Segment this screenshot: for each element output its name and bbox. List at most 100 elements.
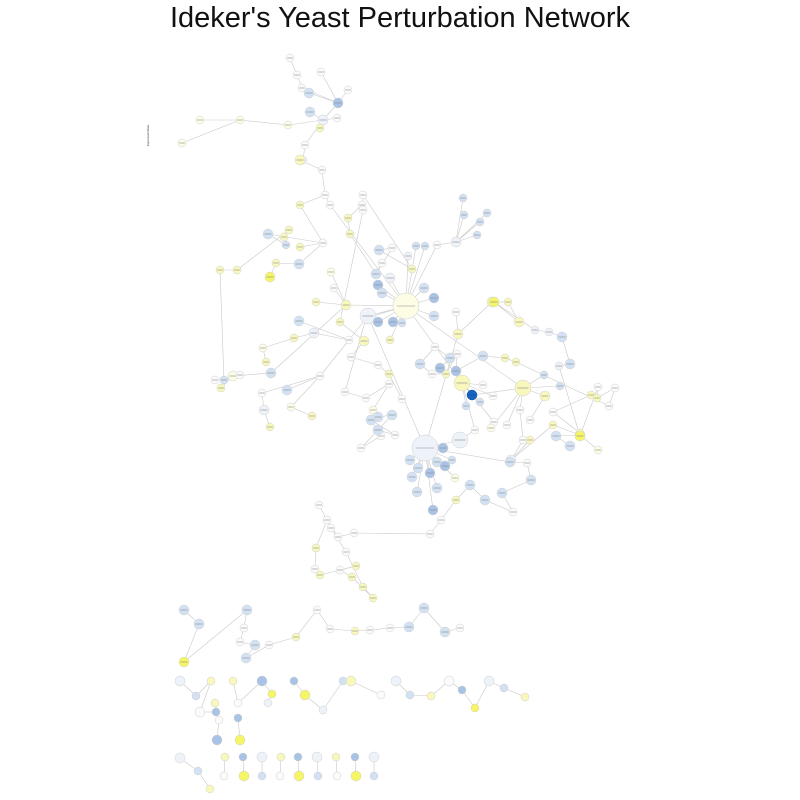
- network-node[interactable]: [475, 217, 485, 227]
- network-node[interactable]: [370, 268, 382, 280]
- network-node[interactable]: [281, 240, 291, 250]
- network-node[interactable]: [520, 692, 530, 702]
- network-node[interactable]: [444, 352, 456, 364]
- network-node[interactable]: [351, 561, 361, 571]
- network-node[interactable]: [267, 689, 277, 699]
- network-node[interactable]: [257, 388, 267, 398]
- network-node[interactable]: [358, 582, 368, 592]
- network-node[interactable]: [411, 434, 439, 462]
- network-node[interactable]: [556, 331, 568, 343]
- network-node[interactable]: [361, 393, 371, 403]
- network-node[interactable]: [174, 752, 186, 764]
- network-node[interactable]: [318, 238, 328, 248]
- network-node[interactable]: [235, 637, 245, 647]
- network-node[interactable]: [178, 604, 190, 616]
- network-node[interactable]: [426, 691, 436, 701]
- network-node[interactable]: [261, 357, 271, 367]
- network-node[interactable]: [295, 242, 305, 252]
- network-node[interactable]: [194, 706, 206, 718]
- network-node[interactable]: [293, 752, 303, 762]
- network-node[interactable]: [513, 316, 525, 328]
- network-node[interactable]: [390, 430, 400, 440]
- network-node[interactable]: [235, 115, 245, 125]
- network-node[interactable]: [418, 602, 430, 614]
- network-node[interactable]: [276, 752, 286, 762]
- network-node[interactable]: [548, 407, 558, 417]
- network-node[interactable]: [326, 523, 336, 533]
- network-node[interactable]: [315, 371, 325, 381]
- network-node[interactable]: [211, 707, 221, 717]
- network-node[interactable]: [377, 258, 387, 268]
- network-node[interactable]: [193, 766, 203, 776]
- network-node[interactable]: [412, 462, 424, 474]
- network-node[interactable]: [477, 350, 489, 362]
- network-node[interactable]: [451, 307, 461, 317]
- network-node[interactable]: [332, 113, 342, 123]
- network-node[interactable]: [486, 423, 496, 433]
- network-node[interactable]: [177, 138, 187, 148]
- network-node[interactable]: [425, 529, 435, 539]
- network-node[interactable]: [297, 83, 307, 93]
- network-node[interactable]: [434, 362, 446, 374]
- network-node[interactable]: [238, 752, 248, 762]
- network-node[interactable]: [315, 570, 325, 580]
- network-node[interactable]: [550, 430, 562, 442]
- network-node[interactable]: [525, 474, 537, 486]
- network-node[interactable]: [515, 405, 525, 415]
- network-node[interactable]: [239, 623, 249, 633]
- network-node[interactable]: [359, 307, 377, 325]
- network-node[interactable]: [291, 632, 301, 642]
- network-node[interactable]: [293, 258, 305, 270]
- network-node[interactable]: [457, 685, 467, 695]
- network-node[interactable]: [522, 458, 532, 468]
- network-node[interactable]: [432, 240, 442, 250]
- network-node[interactable]: [387, 243, 397, 253]
- network-node[interactable]: [271, 258, 281, 268]
- network-node[interactable]: [311, 751, 323, 763]
- network-node[interactable]: [397, 394, 407, 404]
- network-node[interactable]: [411, 486, 423, 498]
- network-node[interactable]: [514, 379, 532, 397]
- network-node[interactable]: [219, 375, 229, 385]
- network-node[interactable]: [346, 352, 356, 362]
- network-node[interactable]: [403, 251, 413, 261]
- network-node[interactable]: [205, 784, 215, 794]
- network-node[interactable]: [289, 333, 299, 343]
- network-node[interactable]: [214, 715, 224, 725]
- network-node[interactable]: [496, 487, 508, 499]
- network-node[interactable]: [285, 53, 295, 63]
- network-node[interactable]: [234, 734, 246, 746]
- network-node[interactable]: [257, 771, 267, 781]
- network-node[interactable]: [332, 771, 342, 781]
- network-node[interactable]: [472, 230, 482, 240]
- network-node[interactable]: [332, 97, 344, 109]
- network-node[interactable]: [459, 210, 469, 220]
- network-node[interactable]: [216, 383, 226, 393]
- network-node[interactable]: [451, 495, 461, 505]
- network-node[interactable]: [308, 327, 320, 339]
- network-node[interactable]: [256, 751, 268, 763]
- network-node[interactable]: [368, 405, 378, 415]
- network-node[interactable]: [345, 675, 357, 687]
- network-node[interactable]: [390, 675, 402, 687]
- network-node[interactable]: [397, 318, 407, 328]
- network-node[interactable]: [387, 316, 399, 328]
- network-node[interactable]: [555, 381, 565, 391]
- network-node[interactable]: [310, 564, 320, 574]
- network-node[interactable]: [311, 297, 321, 307]
- network-node[interactable]: [392, 292, 420, 320]
- network-node[interactable]: [450, 473, 460, 483]
- network-node[interactable]: [311, 543, 321, 553]
- network-node[interactable]: [341, 547, 351, 557]
- network-node[interactable]: [331, 752, 341, 762]
- network-node[interactable]: [369, 771, 379, 781]
- network-node[interactable]: [376, 690, 386, 700]
- network-node[interactable]: [593, 445, 603, 455]
- network-node[interactable]: [307, 411, 317, 421]
- network-node[interactable]: [403, 621, 415, 633]
- network-node[interactable]: [404, 454, 416, 466]
- network-node[interactable]: [548, 420, 558, 430]
- network-node[interactable]: [347, 572, 357, 582]
- network-node[interactable]: [294, 154, 306, 166]
- network-node[interactable]: [430, 342, 440, 352]
